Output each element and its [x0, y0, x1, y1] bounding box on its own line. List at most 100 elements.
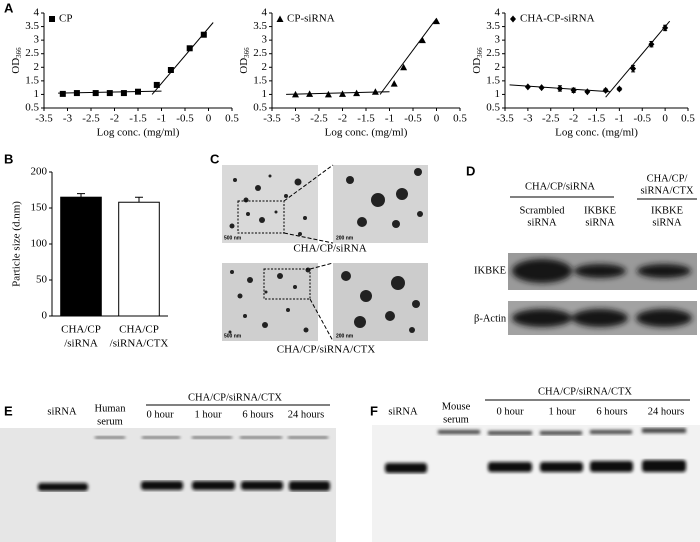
x-tick-label: CHA/CP [61, 324, 101, 336]
y-tick-label: 1.5 [253, 74, 267, 86]
lane-label: Scrambled [520, 205, 566, 216]
bar [60, 196, 102, 317]
error-bar [77, 193, 85, 198]
y-axis-label-main: OD [471, 58, 483, 74]
marker [390, 80, 398, 87]
marker [324, 90, 332, 98]
marker [106, 90, 113, 97]
lane-label: 0 hour [496, 406, 524, 417]
y-tick-label: 1.5 [486, 74, 500, 86]
x-axis-label: Log conc. (mg/ml) [555, 127, 638, 139]
lane-label: IKBKE [651, 205, 683, 216]
legend-label: CP-siRNA [287, 13, 335, 25]
marker [353, 89, 361, 97]
y-axis-label: OD366 [471, 47, 484, 74]
marker [167, 67, 174, 73]
marker [524, 83, 531, 91]
marker [538, 84, 545, 92]
x-tick-label: 0 [662, 113, 668, 125]
lane-label: siRNA [585, 217, 615, 228]
x-tick-label: -1 [157, 113, 166, 125]
panel-label: C [210, 151, 220, 166]
lane-label: siRNA [388, 406, 418, 417]
marker [135, 88, 141, 95]
x-tick-label: -1.5 [129, 113, 147, 125]
y-axis-label: Particle size (d.nm) [11, 201, 23, 287]
y-tick-label: 3.5 [25, 20, 39, 32]
y-tick-label: 1.5 [25, 74, 39, 86]
marker [200, 31, 207, 38]
x-tick-label: 0 [206, 113, 212, 125]
marker [648, 40, 655, 48]
y-tick-label: 100 [31, 238, 48, 250]
x-tick-label: -3 [63, 113, 73, 125]
y-tick-label: 0.5 [25, 102, 39, 114]
x-tick-label: /siRNA/CTX [110, 338, 169, 350]
micrographs [222, 164, 428, 342]
y-axis-label-main: OD [238, 58, 250, 74]
x-tick-label: -1 [385, 113, 394, 125]
y-axis-label: OD366 [238, 47, 251, 74]
x-tick-label: /siRNA [64, 338, 98, 350]
marker [602, 86, 609, 94]
y-tick-label: 1 [262, 88, 268, 100]
y-tick-label: 3 [495, 34, 501, 46]
panel-label: A [4, 0, 14, 15]
panel-label: D [466, 163, 475, 178]
row-label: IKBKE [474, 265, 506, 276]
y-tick-label: 3 [262, 34, 268, 46]
marker [400, 63, 408, 71]
y-axis-label-sub: 366 [476, 47, 484, 58]
marker [556, 84, 563, 92]
y-axis-label-sub: 366 [243, 47, 251, 58]
marker [59, 90, 66, 97]
y-tick-label: 2.5 [25, 47, 39, 59]
marker [92, 90, 99, 97]
marker [630, 65, 637, 73]
y-tick-label: 150 [31, 202, 48, 214]
y-tick-label: 1 [34, 88, 40, 100]
marker [73, 90, 80, 97]
x-tick-label: -2.5 [82, 113, 100, 125]
legend-marker [49, 16, 55, 22]
x-tick-label: -2 [110, 113, 119, 125]
marker [662, 24, 669, 32]
panel-label: E [4, 403, 13, 418]
lane-label: Human [95, 403, 127, 414]
x-tick-label: -2 [569, 113, 578, 125]
error-bar [135, 196, 143, 203]
bar [118, 201, 160, 317]
y-tick-label: 4 [262, 7, 268, 19]
marker [584, 88, 591, 96]
lane-label: 24 hours [288, 409, 324, 420]
lane-label: 6 hours [242, 409, 273, 420]
panel-label: F [370, 403, 378, 418]
marker [186, 45, 193, 52]
lane-label: serum [97, 416, 123, 427]
row-label: β-Actin [474, 313, 507, 324]
x-axis-label: Log conc. (mg/ml) [97, 127, 180, 139]
marker [433, 17, 440, 25]
group-label: CHA/CP/siRNA/CTX [538, 386, 632, 397]
legend-marker [276, 15, 284, 22]
y-tick-label: 0 [42, 310, 48, 322]
x-tick-label: -2.5 [542, 113, 560, 125]
legend-label: CP [59, 13, 72, 25]
x-tick-label: -3 [523, 113, 533, 125]
marker [339, 90, 346, 97]
legend-marker [510, 15, 516, 23]
fit-line [379, 18, 437, 95]
gel [0, 428, 336, 542]
y-axis-label: OD366 [10, 47, 23, 74]
marker [292, 90, 299, 98]
lane-label: 6 hours [596, 406, 627, 417]
y-tick-label: 1 [495, 88, 501, 100]
x-tick-label: 0.5 [681, 113, 695, 125]
lane-label: siRNA [527, 217, 557, 228]
lane-label: serum [443, 414, 469, 425]
y-tick-label: 3.5 [253, 20, 267, 32]
lane-label: 1 hour [548, 406, 576, 417]
x-tick-label: -2 [338, 113, 347, 125]
y-tick-label: 50 [36, 274, 48, 286]
